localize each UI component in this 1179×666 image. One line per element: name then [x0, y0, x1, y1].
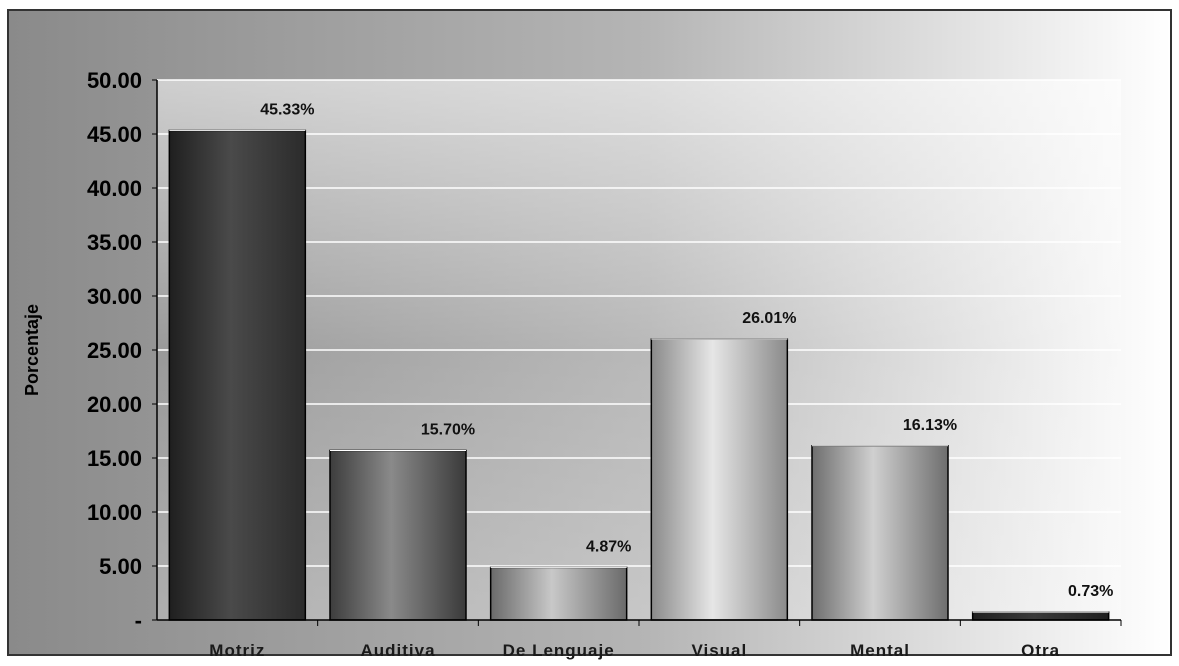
- y-tick-label: 20.00: [87, 392, 142, 417]
- y-tick-label: -: [135, 608, 142, 633]
- x-tick-label: Motriz: [209, 641, 265, 660]
- data-label: 15.70%: [421, 421, 475, 438]
- y-tick-label: 50.00: [87, 68, 142, 93]
- x-tick-label: De Lenguaje: [503, 641, 615, 660]
- x-tick-label: Auditiva: [360, 641, 435, 660]
- x-tick-label: Mental: [850, 641, 910, 660]
- y-tick-label: 35.00: [87, 230, 142, 255]
- bar-de-lenguaje: [489, 566, 628, 621]
- data-label: 0.73%: [1068, 583, 1113, 600]
- y-tick-label: 30.00: [87, 284, 142, 309]
- bar-auditiva: [329, 449, 467, 621]
- y-tick-label: 15.00: [87, 446, 142, 471]
- y-axis-label: Porcentaje: [22, 304, 42, 396]
- data-label: 4.87%: [586, 538, 631, 555]
- data-label: 26.01%: [742, 310, 796, 327]
- bar-motriz: [168, 129, 307, 621]
- x-tick-label: Otra: [1021, 641, 1060, 660]
- data-label: 16.13%: [903, 417, 957, 434]
- y-tick-label: 10.00: [87, 500, 142, 525]
- bar-otra: [971, 611, 1110, 621]
- y-tick-label: 40.00: [87, 176, 142, 201]
- y-tick-label: 5.00: [99, 554, 142, 579]
- bar-mental: [811, 445, 949, 621]
- bar-visual: [650, 338, 789, 621]
- x-tick-label: Visual: [691, 641, 747, 660]
- y-tick-label: 25.00: [87, 338, 142, 363]
- y-tick-label: 45.00: [87, 122, 142, 147]
- data-label: 45.33%: [260, 101, 314, 118]
